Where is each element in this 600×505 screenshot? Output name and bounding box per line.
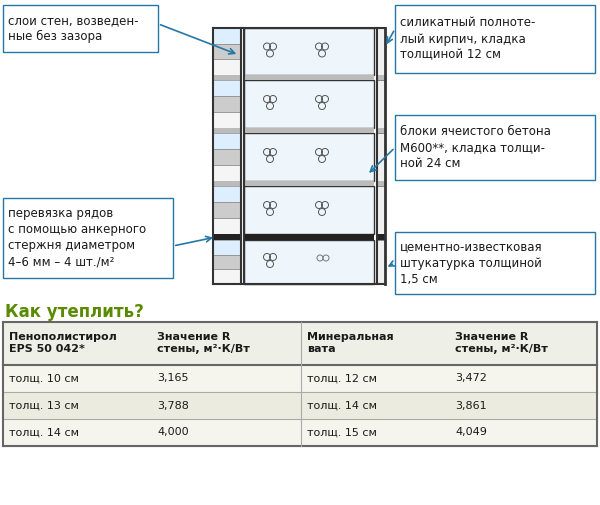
Text: цементно-известковая
штукатурка толщиной
1,5 см: цементно-известковая штукатурка толщиной… [400,240,542,285]
Bar [244,181,374,186]
Bar [213,218,241,234]
Bar [377,186,385,234]
Bar [244,240,374,284]
Text: толщ. 13 см: толщ. 13 см [9,400,79,411]
Text: силикатный полноте-
лый кирпич, кладка
толщиной 12 см: силикатный полноте- лый кирпич, кладка т… [400,17,535,62]
Bar [213,128,241,133]
Text: Значение R
стены, м²·К/Вт: Значение R стены, м²·К/Вт [455,332,548,355]
Bar [3,322,597,446]
Bar [3,419,597,446]
Bar [213,75,241,80]
Text: Значение R
стены, м²·К/Вт: Значение R стены, м²·К/Вт [157,332,250,355]
Bar [244,80,374,128]
Bar [213,149,241,165]
Bar [377,75,385,80]
Text: 3,472: 3,472 [455,374,487,383]
Text: 3,861: 3,861 [455,400,487,411]
Bar [377,181,385,186]
Bar [213,59,241,75]
Text: 3,788: 3,788 [157,400,189,411]
Text: Пенополистирол
EPS 50 042*: Пенополистирол EPS 50 042* [9,332,117,355]
Bar [244,75,374,80]
Bar [213,96,241,112]
Bar [213,240,241,255]
Text: Минеральная
вата: Минеральная вата [307,332,394,355]
Text: блоки ячеистого бетона
М600**, кладка толщи-
ной 24 см: блоки ячеистого бетона М600**, кладка то… [400,125,551,170]
Bar [395,5,595,73]
Text: толщ. 15 см: толщ. 15 см [307,428,377,437]
Text: Как утеплить?: Как утеплить? [5,303,144,321]
Bar [213,80,241,96]
Bar [244,133,374,181]
Bar [377,80,385,128]
Bar [377,234,385,240]
Text: толщ. 14 см: толщ. 14 см [9,428,79,437]
Bar [377,133,385,181]
Bar [213,269,241,284]
Text: 3,165: 3,165 [157,374,188,383]
Text: толщ. 14 см: толщ. 14 см [307,400,377,411]
Bar [213,112,241,128]
Bar [244,186,374,234]
Bar [3,365,597,392]
Bar [377,128,385,133]
Text: 4,049: 4,049 [455,428,487,437]
Bar [213,234,241,240]
Text: толщ. 12 см: толщ. 12 см [307,374,377,383]
Bar [213,165,241,181]
Bar [213,255,241,269]
Bar [3,198,173,278]
Text: толщ. 10 см: толщ. 10 см [9,374,79,383]
Bar [244,28,374,75]
Bar [213,28,241,43]
Bar [377,240,385,284]
Bar [213,181,241,186]
Text: перевязка рядов
с помощью анкерного
стержня диаметром
4–6 мм – 4 шт./м²: перевязка рядов с помощью анкерного стер… [8,208,146,269]
Bar [244,128,374,133]
Bar [213,133,241,149]
Bar [244,234,374,240]
Bar [3,5,158,52]
Bar [3,392,597,419]
Bar [395,232,595,294]
Bar [213,202,241,218]
Bar [213,186,241,202]
Text: слои стен, возведен-
ные без зазора: слои стен, возведен- ные без зазора [8,14,139,43]
Bar [213,43,241,59]
Text: 4,000: 4,000 [157,428,188,437]
Bar [377,28,385,75]
Bar [395,115,595,180]
